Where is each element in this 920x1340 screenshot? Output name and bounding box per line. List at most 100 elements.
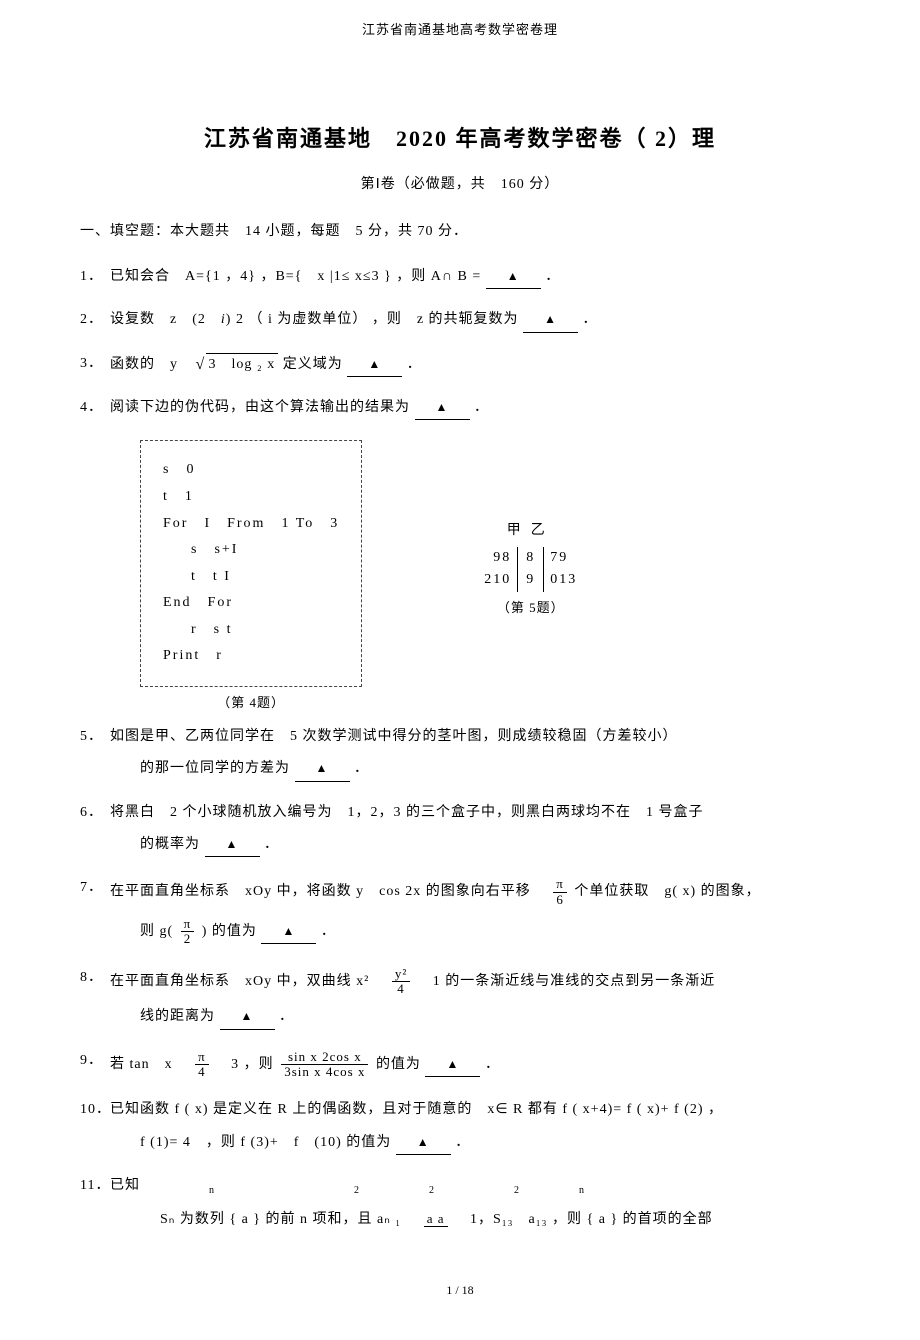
diagram-row: s 0 t 1 For I From 1 To 3 s s+I t t I En… (140, 440, 840, 714)
pseudo-l6: End For (163, 590, 339, 617)
pseudo-l1: s 0 (163, 457, 339, 484)
q7-body: 在平面直角坐标系 xOy 中，将函数 y cos 2x 的图象向右平移 π 6 … (110, 877, 840, 907)
question-6: 6． 将黑白 2 个小球随机放入编号为 1，2，3 的三个盒子中，则黑白两球均不… (80, 802, 840, 858)
question-3: 3． 函数的 y 3 log ₂ x 定义域为 ． (80, 353, 840, 377)
q8-body: 在平面直角坐标系 xOy 中，双曲线 x² y² 4 1 的一条渐近线与准线的交… (110, 967, 840, 997)
q8-num: 8． (80, 967, 103, 989)
question-5: 5． 如图是甲、乙两位同学在 5 次数学测试中得分的茎叶图，则成绩较稳固（方差较… (80, 726, 840, 782)
q10-body: 已知函数 f ( x) 是定义在 R 上的偶函数，且对于随意的 x∈ R 都有 … (110, 1099, 840, 1121)
q8-sub: 线的距离为 ． (140, 1006, 840, 1029)
q11-sub: Sₙ 为数列 { a } 的前 n 项和，且 aₙ ₁ a a 1，S₁₃ a₁… (160, 1209, 840, 1231)
q3-num: 3． (80, 353, 103, 375)
q8-pre: 在平面直角坐标系 xOy 中，双曲线 x² (110, 974, 384, 989)
stem-leaf-head: 甲乙 (462, 520, 599, 542)
question-4: 4． 阅读下边的伪代码，由这个算法输出的结果为 ． (80, 397, 840, 420)
page-number: 1 / 18 (80, 1281, 840, 1300)
q3-body: 函数的 y 3 log ₂ x 定义域为 ． (110, 353, 840, 377)
q7-sub-frac-num: π (181, 917, 195, 932)
blank-icon (261, 921, 316, 944)
section-intro: 一、填空题：本大题共 14 小题，每题 5 分，共 70 分． (80, 221, 840, 243)
pseudo-l2: t 1 (163, 484, 339, 511)
q10-sub-text: f (1)= 4 ，则 f (3)+ f (10) 的值为 (140, 1135, 391, 1150)
blank-icon (486, 266, 541, 289)
blank-icon (347, 354, 402, 377)
q11-num: 11． (80, 1175, 110, 1197)
fraction-icon: π 4 (195, 1050, 209, 1080)
pseudo-l5: t t I (163, 564, 339, 591)
q2-num: 2． (80, 309, 103, 331)
pseudo-l3: For I From 1 To 3 (163, 511, 339, 538)
q1-num: 1． (80, 266, 103, 288)
q9-post: 的值为 (376, 1057, 421, 1072)
q4-num: 4． (80, 397, 103, 419)
q8-frac-num: y² (392, 967, 410, 982)
q4-text: 阅读下边的伪代码，由这个算法输出的结果为 (110, 400, 410, 415)
q6-body: 将黑白 2 个小球随机放入编号为 1，2，3 的三个盒子中，则黑白两球均不在 1… (110, 802, 840, 824)
sl-r2-right: 013 (544, 569, 599, 591)
q9-mid: 3 ，则 (216, 1057, 278, 1072)
q10-text: 已知函数 f ( x) 是定义在 R 上的偶函数，且对于随意的 x∈ R 都有 … (110, 1102, 723, 1117)
sup-2b: 2 (429, 1185, 435, 1196)
q11-frac-num: a a (424, 1212, 448, 1227)
pseudo-l4: s s+I (163, 537, 339, 564)
q3-tail: ． (407, 357, 422, 372)
q6-sub: 的概率为 ． (140, 834, 840, 857)
q3-pre: 函数的 y (110, 357, 193, 372)
q11-pre: 已知 (110, 1178, 140, 1193)
q9-pre: 若 tan x (110, 1057, 188, 1072)
fraction-icon: π 6 (553, 877, 567, 907)
q5-text: 如图是甲、乙两位同学在 5 次数学测试中得分的茎叶图，则成绩较稳固（方差较小） (110, 729, 678, 744)
q7-sub: 则 g( π 2 ) 的值为 ． (140, 917, 840, 947)
q11-body: 已知 n 2 2 2 n (110, 1175, 840, 1199)
subtitle: 第Ⅰ卷（必做题，共 160 分） (80, 174, 840, 196)
q9-f1-num: π (195, 1050, 209, 1065)
q3-post: 定义域为 (283, 357, 343, 372)
q7-num: 7． (80, 877, 103, 899)
q8-sub-text: 线的距离为 (140, 1009, 215, 1024)
blank-icon (295, 758, 350, 781)
q9-f1-den: 4 (195, 1065, 209, 1079)
q7-pre: 在平面直角坐标系 xOy 中，将函数 y cos 2x 的图象向右平移 (110, 884, 546, 899)
pseudocode-box: s 0 t 1 For I From 1 To 3 s s+I t t I En… (140, 440, 362, 687)
fraction-icon: a a (424, 1212, 448, 1227)
question-11: 11． 已知 n 2 2 2 n Sₙ 为数列 { a } 的前 n 项和，且 … (80, 1175, 840, 1231)
q5-sub-text: 的那一位同学的方差为 (140, 761, 290, 776)
question-9: 9． 若 tan x π 4 3 ，则 sin x 2cos x 3sin x … (80, 1050, 840, 1080)
q11-sub-line: Sₙ 为数列 { a } 的前 n 项和，且 aₙ ₁ (160, 1212, 416, 1227)
q4-body: 阅读下边的伪代码，由这个算法输出的结果为 ． (110, 397, 840, 420)
q6-sub-text: 的概率为 (140, 837, 200, 852)
sup-n: n (209, 1185, 215, 1196)
pseudo-l7: r s t (163, 617, 339, 644)
question-1: 1． 已知会合 A={1 ，4} ，B={ x |1≤ x≤3 } ，则 A∩ … (80, 266, 840, 289)
main-title: 江苏省南通基地 2020 年高考数学密卷（ 2）理 (80, 121, 840, 156)
q5-sub: 的那一位同学的方差为 ． (140, 758, 840, 781)
blank-icon (425, 1054, 480, 1077)
sl-r2-stem: 9 (517, 569, 544, 591)
q6-num: 6． (80, 802, 103, 824)
pseudo-caption: （第 4题） (140, 693, 362, 714)
q2-body: 设复数 z (2 i) 2 （ i 为虚数单位） ，则 z 的共轭复数为 ． (110, 309, 840, 332)
sl-row-1: 98 8 79 (462, 547, 599, 569)
sl-caption: （第 5题） (462, 598, 599, 619)
q5-num: 5． (80, 726, 103, 748)
pseudocode-wrap: s 0 t 1 For I From 1 To 3 s s+I t t I En… (140, 440, 362, 714)
q9-f2-den: 3sin x 4cos x (281, 1065, 368, 1079)
q4-tail: ． (474, 400, 489, 415)
q7-post: 个单位获取 g( x) 的图象， (574, 884, 760, 899)
stem-leaf-wrap: 甲乙 98 8 79 210 9 013 （第 5题） (462, 520, 599, 618)
q7-sub-frac-den: 2 (181, 932, 195, 946)
q8-post: 1 的一条渐近线与准线的交点到另一条渐近 (418, 974, 716, 989)
q7-frac-den: 6 (553, 893, 567, 907)
q5-tail: ． (354, 761, 369, 776)
q7-tail: ． (321, 924, 336, 939)
q5-body: 如图是甲、乙两位同学在 5 次数学测试中得分的茎叶图，则成绩较稳固（方差较小） (110, 726, 840, 748)
question-10: 10． 已知函数 f ( x) 是定义在 R 上的偶函数，且对于随意的 x∈ R… (80, 1099, 840, 1155)
q7-frac-num: π (553, 877, 567, 892)
sup-n2: n (579, 1185, 585, 1196)
sqrt-icon: 3 log ₂ x (206, 353, 279, 376)
q9-f2-num: sin x 2cos x (281, 1050, 368, 1065)
blank-icon (205, 834, 260, 857)
sl-head-right: 乙 (531, 523, 555, 538)
q2-pre: 设复数 z (2 (110, 312, 221, 327)
q11-sub-post: 1，S₁₃ a₁₃ ，则 { a } 的首项的全部 (455, 1212, 713, 1227)
